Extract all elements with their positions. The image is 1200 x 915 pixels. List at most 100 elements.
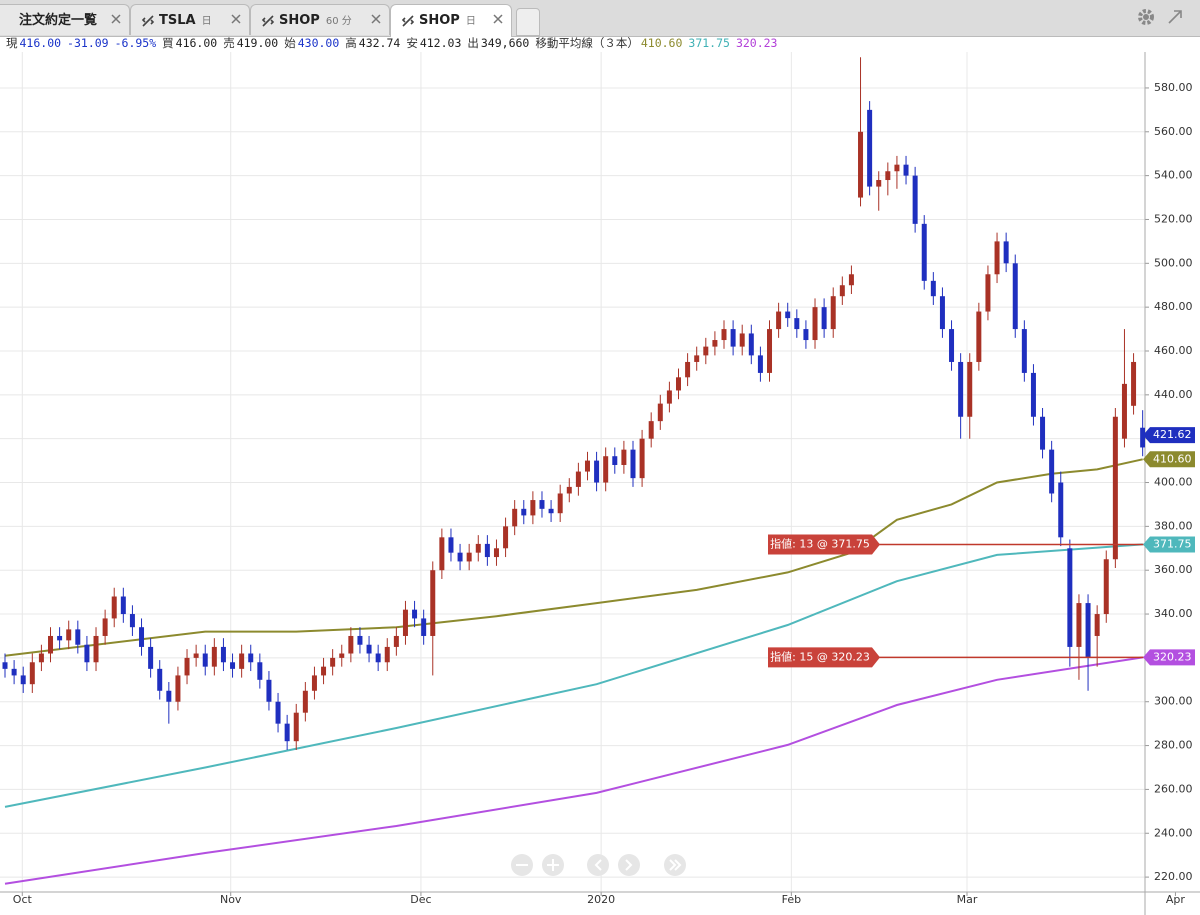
- y-tick-label: 440.00: [1154, 388, 1193, 401]
- quote-value: 410.60: [640, 36, 683, 50]
- quote-value: 412.03: [419, 36, 462, 50]
- candle-body: [321, 666, 327, 676]
- tab[interactable]: SHOP 60 分: [250, 4, 390, 35]
- tab-label: 注文約定一覧: [19, 13, 98, 28]
- close-icon[interactable]: [371, 14, 381, 24]
- candle-body: [630, 449, 636, 479]
- tab-bar: 注文約定一覧 TSLA 日 SHOP 60 分 SHOP 日: [0, 0, 1200, 37]
- quote-value: 416.00: [175, 36, 218, 50]
- candle-body: [466, 552, 472, 562]
- tab[interactable]: 注文約定一覧: [0, 4, 130, 35]
- order-label-box[interactable]: [768, 534, 880, 555]
- candle-body: [375, 653, 381, 663]
- price-tag-label: 371.75: [1153, 537, 1192, 550]
- close-icon[interactable]: [111, 14, 121, 24]
- x-tick-label: Feb: [782, 893, 801, 906]
- candle-body: [111, 596, 117, 619]
- y-tick-label: 280.00: [1154, 739, 1193, 752]
- y-tick-label: 400.00: [1154, 476, 1193, 489]
- quote-key: 売: [223, 36, 235, 50]
- candle-body: [767, 329, 773, 373]
- candle-body: [102, 618, 108, 636]
- candle-body: [366, 644, 372, 654]
- close-icon[interactable]: [231, 14, 241, 24]
- candle-body: [994, 241, 1000, 275]
- order-label-box[interactable]: [768, 647, 880, 668]
- y-tick-label: 460.00: [1154, 344, 1193, 357]
- candle-body: [858, 131, 864, 198]
- candle-body: [930, 280, 936, 297]
- y-tick-label: 240.00: [1154, 826, 1193, 839]
- candle-body: [84, 644, 90, 663]
- x-tick-label: Oct: [13, 893, 33, 906]
- candle-body: [311, 675, 317, 691]
- tab-label: SHOP: [279, 13, 320, 28]
- candle-body: [402, 609, 408, 636]
- candle-body: [412, 609, 418, 619]
- settings-icon[interactable]: [1136, 7, 1156, 27]
- candle-body: [1140, 427, 1145, 448]
- candle-body: [612, 456, 618, 465]
- candle-body: [530, 500, 536, 516]
- quote-key: 始: [284, 36, 296, 50]
- candle-body: [848, 274, 854, 286]
- candle-body: [566, 486, 572, 494]
- y-tick-label: 340.00: [1154, 607, 1193, 620]
- candle-body: [1012, 263, 1018, 330]
- scroll-right-button[interactable]: [618, 854, 640, 876]
- tab-period: 日: [201, 16, 212, 27]
- candle-body: [557, 493, 563, 514]
- candle-body: [193, 653, 199, 658]
- price-tag: [1143, 451, 1195, 468]
- candle-body: [29, 662, 35, 685]
- tab[interactable]: TSLA 日: [130, 4, 250, 35]
- candle-body: [157, 668, 163, 691]
- candle-body: [712, 340, 718, 347]
- candle-body: [1131, 361, 1137, 406]
- candle-body: [266, 679, 272, 702]
- candle-body: [66, 629, 72, 641]
- candle-body: [184, 657, 190, 676]
- y-tick-label: 500.00: [1154, 256, 1193, 269]
- candle-body: [949, 329, 955, 362]
- candle-body: [11, 668, 17, 676]
- candle-body: [1040, 416, 1046, 450]
- candle-body: [348, 635, 354, 654]
- new-tab-button[interactable]: [516, 8, 540, 36]
- candle-body: [257, 662, 263, 680]
- plot: [2, 57, 1145, 885]
- close-icon[interactable]: [493, 14, 503, 24]
- tab-active[interactable]: SHOP 日: [390, 4, 512, 37]
- quote-value: -31.09: [67, 36, 109, 50]
- candle-body: [512, 508, 518, 527]
- y-tick-label: 260.00: [1154, 782, 1193, 795]
- popout-icon[interactable]: [1166, 8, 1186, 26]
- candle-body: [639, 438, 645, 479]
- ma-line: [4, 543, 1143, 808]
- candle-body: [293, 712, 299, 742]
- candle-body: [876, 180, 882, 187]
- tab-label: TSLA: [159, 13, 196, 28]
- candle-body: [248, 653, 254, 663]
- quote-value: 432.74: [358, 36, 401, 50]
- candle-body: [958, 361, 964, 417]
- candle-body: [1094, 614, 1100, 636]
- candle-body: [129, 614, 135, 628]
- ma-line: [4, 656, 1143, 885]
- candle-body: [421, 618, 427, 636]
- candle-body: [539, 500, 545, 509]
- quote-key: 高: [345, 36, 357, 50]
- candle-body: [430, 570, 436, 636]
- quote-key: 安: [406, 36, 418, 50]
- candle-body: [594, 460, 600, 483]
- candle-body: [703, 346, 709, 356]
- candle-body: [603, 456, 609, 483]
- candle-body: [275, 701, 281, 724]
- link-icon: [401, 15, 415, 27]
- scroll-left-button[interactable]: [587, 854, 609, 876]
- candle-body: [521, 508, 527, 516]
- candle-body: [548, 508, 554, 514]
- candle-body: [1058, 482, 1064, 538]
- quote-key: 移動平均線（３本）: [535, 36, 639, 50]
